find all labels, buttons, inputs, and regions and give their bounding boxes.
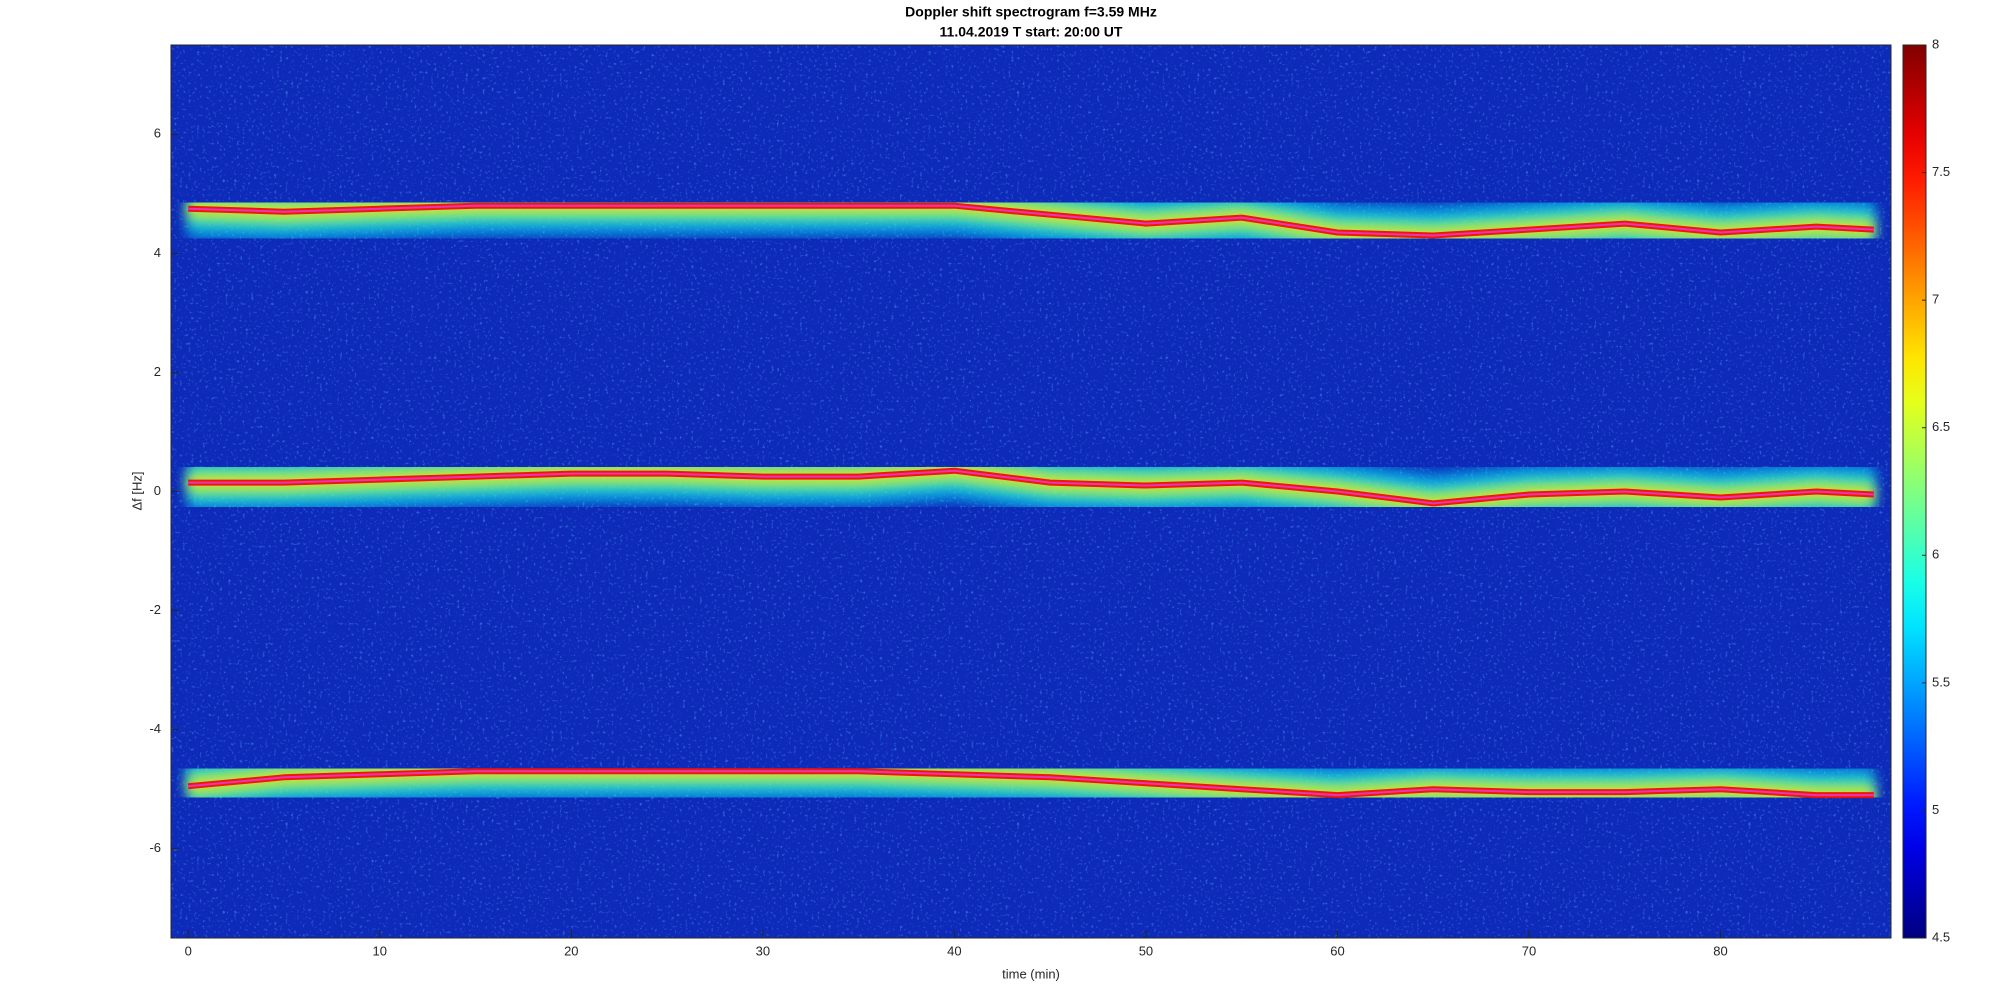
traces [185,175,1876,826]
y-tick-label: 0 [154,483,161,498]
trace [188,469,1874,505]
chart-title: Doppler shift spectrogram f=3.59 MHz [905,4,1157,20]
trace [188,204,1874,237]
colorbar-tick-label: 6.5 [1932,419,1950,434]
colorbar-tick-label: 8 [1932,36,1939,51]
y-tick-label: -2 [149,602,161,617]
y-axis-label: Δf [Hz] [129,471,144,510]
y-tick-label: 4 [154,245,161,260]
colorbar [1902,44,1927,939]
colorbar-tick-label: 6 [1932,547,1939,562]
colorbar-tick-label: 5 [1932,802,1939,817]
trace [188,770,1874,797]
x-tick-label: 40 [947,943,961,958]
x-tick-label: 70 [1522,943,1536,958]
colorbar-tick-label: 7 [1932,292,1939,307]
chart-subtitle: 11.04.2019 T start: 20:00 UT [940,24,1123,40]
x-tick-label: 20 [564,943,578,958]
x-tick-label: 30 [756,943,770,958]
colorbar-tick-label: 4.5 [1932,929,1950,944]
y-tick-label: 6 [154,126,161,141]
colorbar-tick-label: 5.5 [1932,674,1950,689]
x-axis-label: time (min) [1002,966,1060,981]
y-tick-label: -4 [149,721,161,736]
x-tick-label: 60 [1330,943,1344,958]
y-tick-label: 2 [154,364,161,379]
y-tick-label: -6 [149,840,161,855]
x-tick-label: 10 [373,943,387,958]
x-tick-label: 50 [1139,943,1153,958]
x-tick-label: 0 [185,943,192,958]
colorbar-tick-label: 7.5 [1932,164,1950,179]
x-tick-label: 80 [1713,943,1727,958]
